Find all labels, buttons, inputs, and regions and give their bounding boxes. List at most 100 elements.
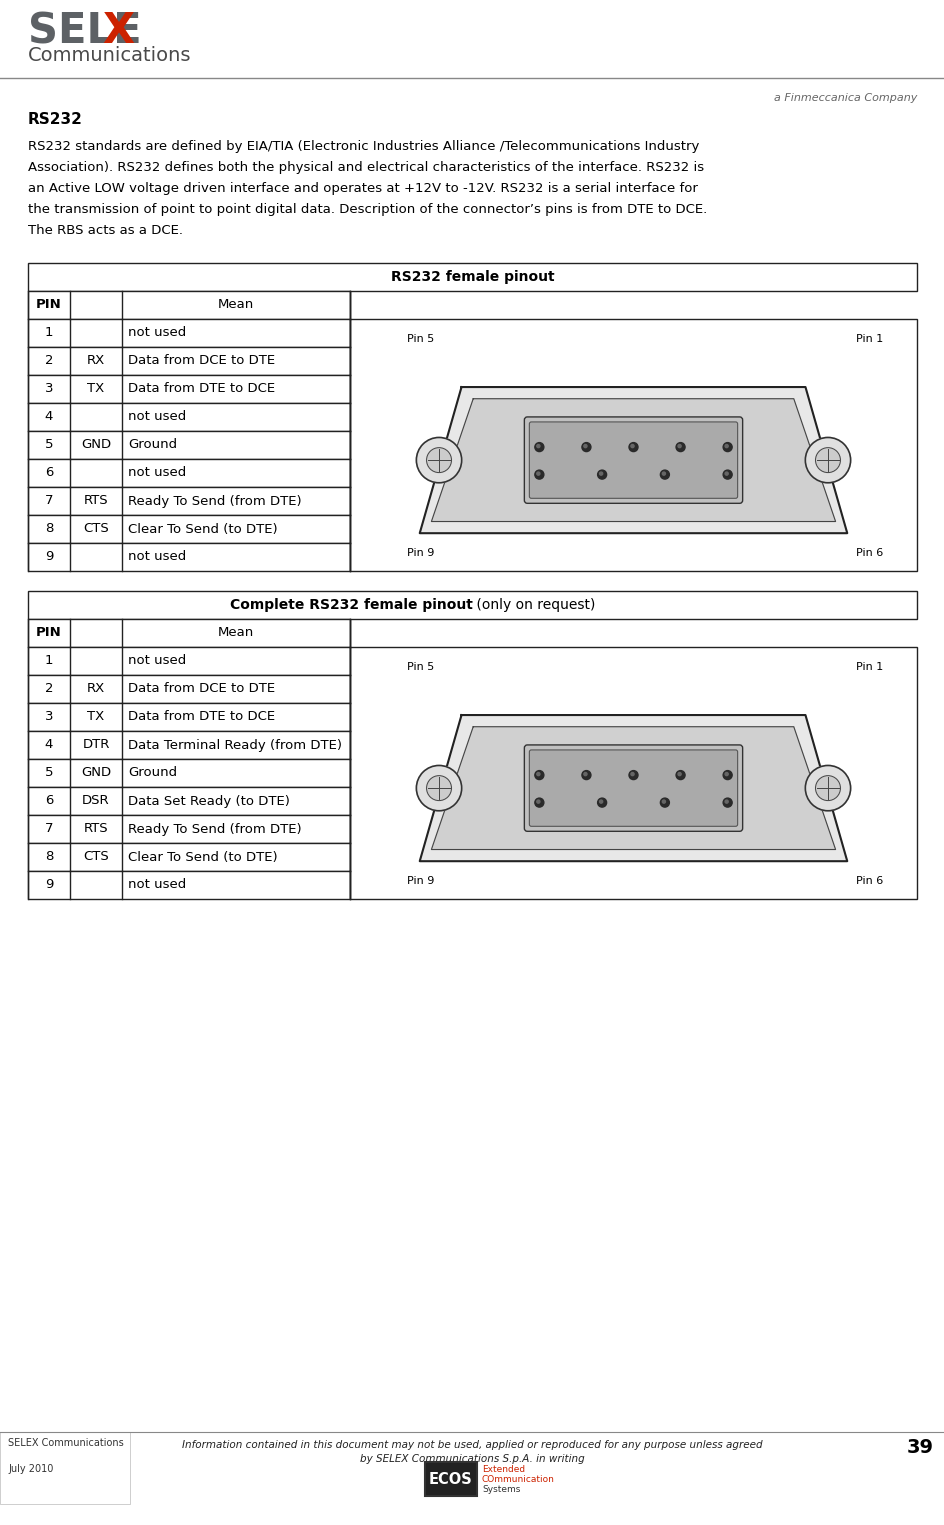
- Text: RX: RX: [87, 683, 105, 695]
- Text: 6: 6: [44, 795, 53, 808]
- Circle shape: [662, 801, 665, 804]
- Bar: [28, 291, 349, 319]
- Text: the transmission of point to point digital data. Description of the connector’s : the transmission of point to point digit…: [28, 203, 706, 217]
- Circle shape: [631, 773, 633, 776]
- Circle shape: [583, 444, 586, 448]
- Text: CTS: CTS: [83, 523, 109, 535]
- Text: RS232 standards are defined by EIA/TIA (Electronic Industries Alliance /Telecomm: RS232 standards are defined by EIA/TIA (…: [28, 140, 699, 153]
- Text: 2: 2: [44, 354, 53, 368]
- Circle shape: [722, 798, 732, 807]
- Bar: [28, 592, 916, 619]
- Bar: [28, 375, 349, 403]
- Text: 8: 8: [44, 523, 53, 535]
- Bar: [28, 787, 349, 814]
- Text: 5: 5: [44, 767, 53, 779]
- Text: GND: GND: [81, 439, 111, 451]
- Text: Ready To Send (from DTE): Ready To Send (from DTE): [127, 494, 301, 508]
- Bar: [28, 676, 349, 703]
- Circle shape: [815, 776, 839, 801]
- Text: Pin 1: Pin 1: [855, 334, 882, 345]
- Text: SELE: SELE: [28, 11, 142, 52]
- Circle shape: [724, 473, 728, 476]
- Circle shape: [675, 770, 684, 779]
- Text: Clear To Send (to DTE): Clear To Send (to DTE): [127, 851, 278, 863]
- Bar: [28, 459, 349, 486]
- FancyBboxPatch shape: [524, 416, 742, 503]
- Text: Mean: Mean: [218, 299, 254, 311]
- Text: X: X: [102, 11, 134, 52]
- Bar: [0, 1432, 130, 1504]
- Bar: [28, 871, 349, 900]
- Text: 1: 1: [44, 654, 53, 668]
- Bar: [28, 486, 349, 515]
- Circle shape: [536, 444, 539, 448]
- Circle shape: [629, 442, 637, 451]
- Circle shape: [416, 766, 462, 811]
- Text: Data from DTE to DCE: Data from DTE to DCE: [127, 383, 275, 395]
- Text: RTS: RTS: [84, 822, 109, 836]
- Text: Data from DCE to DTE: Data from DCE to DTE: [127, 683, 275, 695]
- Bar: [28, 543, 349, 570]
- Circle shape: [536, 773, 539, 776]
- Circle shape: [534, 442, 544, 451]
- Text: Pin 9: Pin 9: [406, 877, 433, 886]
- Circle shape: [536, 801, 539, 804]
- Text: 9: 9: [44, 878, 53, 892]
- Text: (only on request): (only on request): [472, 598, 596, 612]
- Text: 9: 9: [44, 551, 53, 564]
- Polygon shape: [431, 727, 834, 849]
- Bar: [28, 647, 349, 676]
- Text: Communications: Communications: [28, 46, 192, 66]
- Circle shape: [582, 442, 590, 451]
- Text: Mean: Mean: [218, 627, 254, 639]
- Polygon shape: [419, 387, 847, 534]
- Bar: [425, 1462, 477, 1496]
- Text: PIN: PIN: [36, 627, 61, 639]
- Bar: [28, 730, 349, 759]
- Circle shape: [722, 470, 732, 479]
- Circle shape: [804, 438, 850, 483]
- Text: RX: RX: [87, 354, 105, 368]
- Circle shape: [536, 473, 539, 476]
- Text: Data Set Ready (to DTE): Data Set Ready (to DTE): [127, 795, 290, 808]
- Text: 7: 7: [44, 494, 53, 508]
- Text: DTR: DTR: [82, 738, 110, 752]
- Text: SELEX Communications: SELEX Communications: [8, 1438, 124, 1449]
- Text: 2: 2: [44, 683, 53, 695]
- Polygon shape: [431, 398, 834, 522]
- Text: TX: TX: [87, 711, 105, 723]
- Text: a Finmeccanica Company: a Finmeccanica Company: [773, 93, 916, 104]
- Text: 39: 39: [905, 1438, 933, 1456]
- Text: 8: 8: [44, 851, 53, 863]
- Circle shape: [722, 442, 732, 451]
- Text: Pin 5: Pin 5: [406, 334, 433, 345]
- Text: an Active LOW voltage driven interface and operates at +12V to -12V. RS232 is a : an Active LOW voltage driven interface a…: [28, 181, 697, 195]
- Circle shape: [724, 773, 728, 776]
- Circle shape: [631, 444, 633, 448]
- Text: 6: 6: [44, 467, 53, 479]
- Text: CTS: CTS: [83, 851, 109, 863]
- FancyBboxPatch shape: [524, 744, 742, 831]
- Text: ECOS: ECOS: [429, 1472, 472, 1487]
- Bar: [28, 403, 349, 432]
- Circle shape: [582, 770, 590, 779]
- Bar: [28, 619, 349, 647]
- Circle shape: [675, 442, 684, 451]
- Text: GND: GND: [81, 767, 111, 779]
- Text: not used: not used: [127, 467, 186, 479]
- Text: Pin 6: Pin 6: [855, 549, 882, 558]
- Bar: [349, 647, 916, 900]
- Text: PIN: PIN: [36, 299, 61, 311]
- Text: 1: 1: [44, 326, 53, 340]
- Circle shape: [722, 770, 732, 779]
- Text: Ground: Ground: [127, 439, 177, 451]
- Bar: [349, 319, 916, 570]
- Text: 3: 3: [44, 383, 53, 395]
- Bar: [28, 843, 349, 871]
- Text: Pin 6: Pin 6: [855, 877, 882, 886]
- Text: RS232: RS232: [28, 111, 83, 127]
- Text: Systems: Systems: [481, 1485, 520, 1494]
- Circle shape: [534, 470, 544, 479]
- Text: 3: 3: [44, 711, 53, 723]
- Bar: [28, 515, 349, 543]
